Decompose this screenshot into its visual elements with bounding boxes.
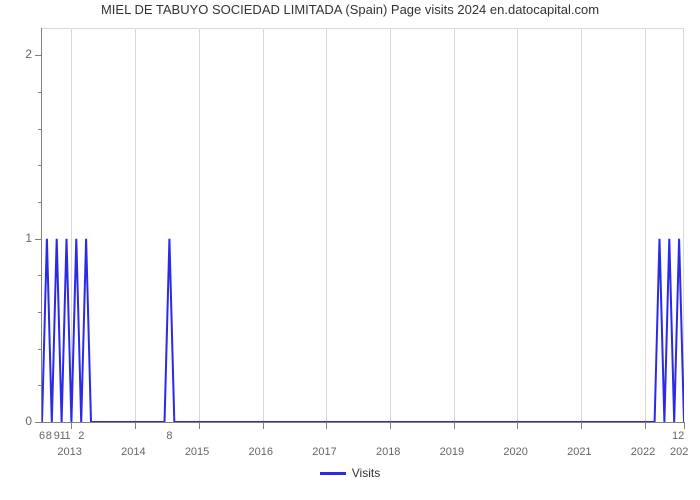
- x-tick: [135, 422, 136, 429]
- legend-label: Visits: [352, 466, 380, 480]
- y-minor-tick: [38, 165, 42, 166]
- x-tick-label: 2017: [312, 446, 336, 458]
- point-label: 1: [64, 430, 70, 442]
- x-tick-label: 2014: [121, 446, 145, 458]
- y-minor-tick: [38, 92, 42, 93]
- y-minor-tick: [38, 385, 42, 386]
- point-label: 2: [78, 430, 84, 442]
- y-minor-tick: [38, 129, 42, 130]
- y-tick-label: 0: [25, 414, 32, 428]
- x-tick: [390, 422, 391, 429]
- point-label: 8: [46, 430, 52, 442]
- x-tick: [263, 422, 264, 429]
- y-minor-tick: [38, 349, 42, 350]
- y-tick-label: 1: [25, 231, 32, 245]
- x-tick-label: 202: [670, 446, 688, 458]
- y-minor-tick: [38, 312, 42, 313]
- x-tick: [645, 422, 646, 429]
- x-tick-label: 2015: [185, 446, 209, 458]
- y-minor-tick: [38, 275, 42, 276]
- x-tick: [454, 422, 455, 429]
- visits-chart: MIEL DE TABUYO SOCIEDAD LIMITADA (Spain)…: [0, 0, 700, 500]
- legend-swatch: [320, 472, 346, 475]
- x-tick: [684, 422, 685, 429]
- x-tick-label: 2021: [567, 446, 591, 458]
- x-tick: [71, 422, 72, 429]
- y-tick-label: 2: [25, 47, 32, 61]
- point-label: 6: [39, 430, 45, 442]
- point-label: 12: [672, 430, 684, 442]
- x-tick-label: 2019: [440, 446, 464, 458]
- visits-line: [42, 28, 684, 422]
- y-tick: [35, 422, 42, 423]
- y-tick: [35, 239, 42, 240]
- x-tick-label: 2016: [249, 446, 273, 458]
- x-tick: [517, 422, 518, 429]
- legend: Visits: [0, 466, 700, 480]
- x-tick-label: 2022: [631, 446, 655, 458]
- x-tick-label: 2018: [376, 446, 400, 458]
- x-tick: [326, 422, 327, 429]
- x-tick: [581, 422, 582, 429]
- y-tick: [35, 55, 42, 56]
- x-tick-label: 2020: [503, 446, 527, 458]
- x-tick-label: 2013: [57, 446, 81, 458]
- chart-title: MIEL DE TABUYO SOCIEDAD LIMITADA (Spain)…: [0, 2, 700, 17]
- point-label: 8: [166, 430, 172, 442]
- y-axis: [41, 28, 42, 422]
- y-minor-tick: [38, 202, 42, 203]
- x-axis: [42, 422, 684, 423]
- plot-area: [42, 28, 684, 422]
- x-tick: [199, 422, 200, 429]
